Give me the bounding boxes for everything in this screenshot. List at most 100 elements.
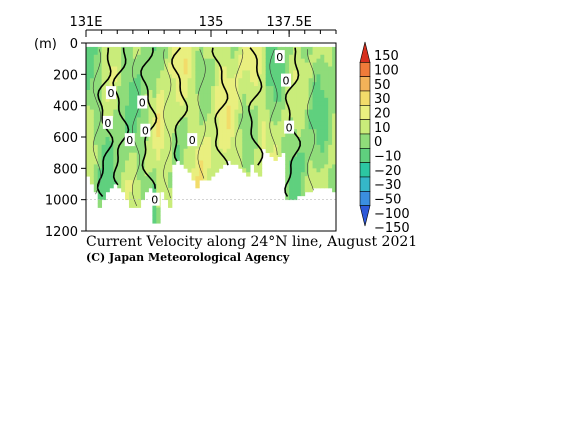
heatmap-cell (136, 187, 142, 193)
heatmap-cell (316, 137, 321, 142)
heatmap-cell (105, 74, 110, 79)
heatmap-cell (289, 113, 294, 118)
heatmap-cell (226, 156, 231, 161)
heatmap-cell (191, 121, 196, 126)
heatmap-cell (320, 105, 325, 110)
heatmap-cell (168, 105, 173, 110)
heatmap-cell (230, 93, 235, 99)
heatmap-cell (183, 164, 188, 169)
heatmap-cell (109, 184, 114, 189)
heatmap-cell (132, 184, 138, 189)
heatmap-cell (121, 187, 126, 193)
heatmap-cell (113, 160, 118, 165)
heatmap-cell (199, 109, 204, 114)
heatmap-cell (109, 172, 114, 177)
heatmap-cell (195, 86, 200, 91)
heatmap-cell (207, 82, 212, 87)
heatmap-cell (175, 54, 181, 60)
heatmap-cell (136, 144, 142, 150)
heatmap-cell (160, 101, 165, 107)
heatmap-cell (214, 78, 220, 83)
heatmap-cell (304, 148, 310, 154)
heatmap-cell (211, 168, 216, 173)
heatmap-cell (191, 156, 196, 161)
heatmap-cell (207, 160, 212, 165)
heatmap-cell (152, 160, 157, 165)
heatmap-cell (179, 90, 185, 95)
heatmap-cell (316, 117, 321, 122)
heatmap-cell (156, 97, 161, 103)
heatmap-cell (324, 180, 329, 185)
contour-label: 0 (139, 97, 146, 110)
heatmap-cell (121, 180, 126, 185)
heatmap-cell (117, 86, 122, 91)
heatmap-cell (125, 156, 130, 161)
heatmap-cell (316, 121, 321, 126)
heatmap-cell (187, 164, 192, 169)
heatmap-cell (144, 70, 149, 75)
heatmap-cell (324, 117, 329, 122)
heatmap-cell (320, 156, 325, 161)
heatmap-cell (304, 50, 310, 56)
heatmap-cell (152, 74, 157, 79)
heatmap-cell (234, 121, 239, 126)
heatmap-cell (246, 101, 251, 107)
heatmap-cell (125, 144, 130, 150)
heatmap-cell (230, 113, 235, 118)
heatmap-cell (246, 66, 251, 71)
heatmap-cell (211, 105, 216, 110)
heatmap-cell (226, 152, 231, 157)
heatmap-cell (105, 105, 110, 110)
heatmap-cell (132, 125, 138, 130)
heatmap-cell (234, 78, 239, 83)
heatmap-cell (144, 187, 149, 193)
heatmap-cell (320, 78, 325, 83)
heatmap-cell (183, 66, 188, 71)
heatmap-cell (179, 97, 185, 103)
heatmap-cell (203, 140, 208, 146)
heatmap-cell (296, 156, 302, 161)
heatmap-cell (156, 219, 161, 224)
contour-label-bg (106, 86, 116, 100)
heatmap-cell (121, 74, 126, 79)
heatmap-cell (93, 121, 99, 126)
heatmap-cell (152, 219, 157, 224)
heatmap-cell (148, 97, 153, 103)
heatmap-cell (207, 109, 212, 114)
contour-label-bg (102, 115, 113, 129)
heatmap-cell (328, 172, 333, 177)
heatmap-cell (273, 125, 278, 130)
heatmap-cell (132, 62, 138, 67)
heatmap-cell (293, 86, 298, 91)
contour-label: 0 (283, 75, 290, 88)
heatmap-cell (289, 109, 294, 114)
heatmap-cell (328, 54, 333, 60)
heatmap-cell (168, 82, 173, 87)
heatmap-cell (285, 195, 290, 201)
heatmap-cell (86, 93, 91, 99)
heatmap-cell (148, 78, 153, 83)
heatmap-cell (140, 113, 145, 118)
heatmap-cell (105, 97, 110, 103)
heatmap-cell (152, 125, 157, 130)
heatmap-cell (285, 152, 290, 157)
contour-label: 0 (189, 134, 196, 147)
heatmap-cell (203, 78, 208, 83)
heatmap-cell (261, 90, 267, 95)
heatmap-cell (273, 129, 278, 134)
heatmap-cell (179, 137, 185, 142)
heatmap-cell (320, 129, 325, 134)
heatmap-cell (148, 90, 153, 95)
heatmap-cell (140, 117, 145, 122)
heatmap-cell (289, 140, 294, 146)
heatmap-cell (160, 74, 165, 79)
heatmap-cell (253, 144, 259, 150)
heatmap-cell (316, 125, 321, 130)
heatmap-cell (203, 74, 208, 79)
heatmap-cell (328, 90, 333, 95)
heatmap-cell (214, 66, 220, 71)
heatmap-cell (187, 78, 192, 83)
heatmap-cell (101, 90, 106, 95)
heatmap-cell (226, 137, 231, 142)
heatmap-cell (285, 140, 290, 146)
